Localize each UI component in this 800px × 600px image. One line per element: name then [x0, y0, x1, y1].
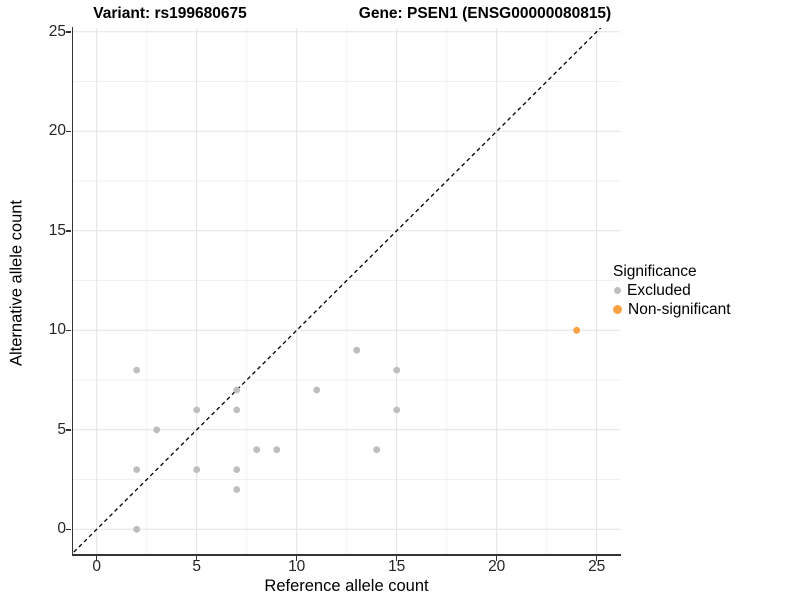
y-tick-label: 15: [48, 221, 66, 239]
x-axis-line: [71, 554, 621, 556]
y-tick: [66, 528, 71, 531]
legend-title: Significance: [613, 263, 697, 280]
y-tick-label: 0: [57, 520, 66, 538]
x-axis-title: Reference allele count: [264, 577, 429, 595]
y-tick-label: 25: [48, 22, 66, 40]
data-point-excluded: [193, 406, 201, 414]
y-axis-title-text: Alternative allele count: [7, 199, 26, 367]
x-tick-label: 5: [192, 558, 201, 575]
x-tick-label: 0: [92, 558, 101, 575]
identity-line: [73, 28, 602, 554]
y-tick: [66, 31, 71, 33]
data-point-excluded: [353, 346, 361, 354]
chart-title-gene: Gene: PSEN1 (ENSG00000080815): [358, 5, 612, 22]
legend-swatch-excluded-icon: [614, 287, 621, 294]
x-tick-label: 15: [388, 558, 406, 575]
data-point-excluded: [393, 406, 401, 414]
x-tick: [495, 555, 498, 561]
y-axis-line: [71, 27, 73, 556]
data-point-excluded: [133, 525, 141, 533]
y-tick-label: 5: [57, 420, 66, 438]
data-point-excluded: [233, 406, 241, 414]
data-point-excluded: [233, 386, 241, 394]
chart-title-variant: Variant: rs199680675: [93, 5, 247, 22]
x-tick: [595, 555, 598, 561]
legend-item-label: Excluded: [627, 281, 691, 299]
x-tick: [295, 555, 298, 561]
y-tick: [66, 329, 71, 332]
data-point-excluded: [153, 426, 161, 434]
legend-item-excluded: Excluded: [613, 281, 798, 300]
legend: Significance Excluded Non-significant: [613, 262, 798, 319]
data-point-excluded: [313, 386, 321, 394]
x-tick: [195, 555, 198, 561]
y-tick-label: 20: [48, 122, 66, 140]
y-tick: [66, 230, 71, 232]
x-tick: [395, 555, 398, 561]
legend-swatch-non-significant-icon: [613, 305, 622, 314]
data-point-excluded: [393, 366, 401, 374]
y-tick-label: 10: [48, 321, 66, 339]
y-tick: [66, 429, 71, 431]
legend-item-non-significant: Non-significant: [613, 300, 798, 319]
data-point-excluded: [133, 366, 141, 374]
x-tick: [95, 555, 98, 561]
data-point-non-significant: [573, 326, 581, 334]
x-tick-label: 20: [488, 558, 506, 575]
plot-panel: [73, 28, 620, 555]
data-point-excluded: [233, 466, 241, 473]
data-point-excluded: [233, 486, 241, 493]
y-tick: [66, 130, 71, 133]
legend-item-label: Non-significant: [628, 300, 731, 318]
data-point-excluded: [373, 446, 381, 454]
data-point-excluded: [253, 446, 261, 454]
x-tick-label: 25: [588, 558, 606, 575]
plot-canvas: [73, 28, 620, 555]
x-tick-label: 10: [288, 558, 306, 575]
data-point-excluded: [273, 446, 281, 454]
data-point-excluded: [133, 466, 141, 473]
data-point-excluded: [193, 466, 201, 473]
